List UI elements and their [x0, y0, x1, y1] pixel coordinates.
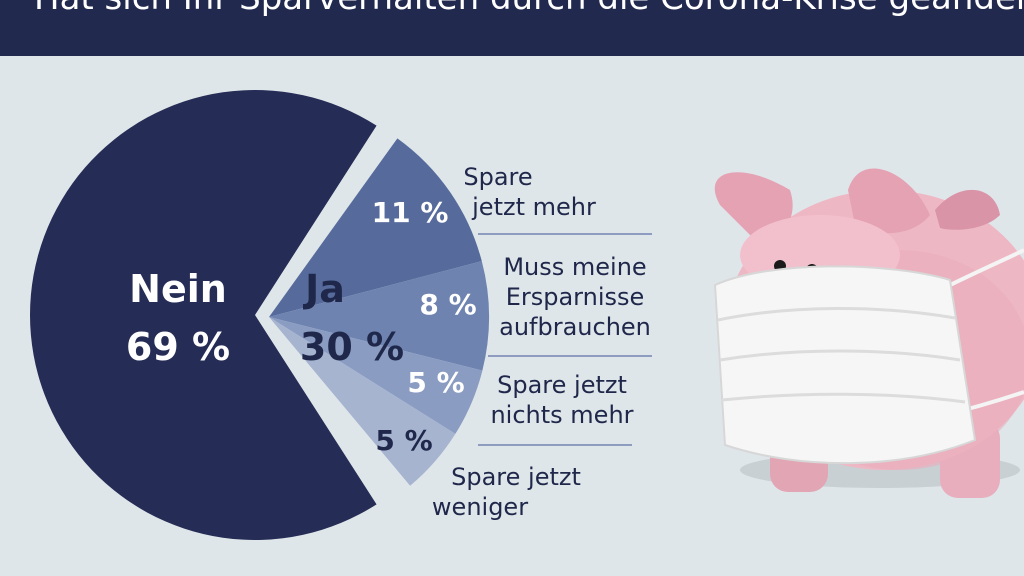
- mask-pleat-2: [719, 349, 961, 362]
- piggy-ear-right: [848, 168, 930, 234]
- label-ja-pct-2: 8 %: [419, 288, 476, 321]
- pie-slice-ja-1: [269, 138, 482, 317]
- mask-strap-top: [939, 248, 1024, 292]
- breakdown-label-1-line-2: jetzt mehr: [471, 193, 596, 221]
- label-ja-pct: 30 %: [300, 325, 404, 369]
- chart-title: Hat sich Ihr Sparverhalten durch die Cor…: [34, 0, 1024, 18]
- pie-slice-ja-3: [269, 317, 483, 434]
- breakdown-label-4-line-1: Spare jetzt: [451, 463, 581, 491]
- breakdown-label-4-line-2: weniger: [432, 493, 528, 521]
- title-bar: Hat sich Ihr Sparverhalten durch die Cor…: [0, 0, 1024, 56]
- label-nein-pct: 69 %: [126, 325, 230, 369]
- pie-slice-ja-4: [269, 317, 456, 486]
- pie-slices: [30, 90, 489, 540]
- piggy-bank-illustration: [713, 168, 1024, 498]
- breakdown-label-3-line-2: nichts mehr: [490, 401, 633, 429]
- breakdown-label-2-line-3: aufbrauchen: [499, 313, 651, 341]
- mask-pleat-3: [721, 392, 966, 404]
- piggy-ear-back: [935, 189, 1000, 230]
- breakdown-label-1-line-1: Spare: [463, 163, 532, 191]
- face-mask: [713, 265, 977, 465]
- pie-slice-nein: [30, 90, 377, 540]
- pie-slice-ja-2: [269, 261, 489, 371]
- label-ja-pct-4: 5 %: [375, 424, 432, 457]
- breakdown-label-2-line-1: Muss meine: [503, 253, 646, 281]
- label-ja-pct-3: 5 %: [407, 366, 464, 399]
- mask-pleat-1: [717, 307, 956, 322]
- breakdown-label-3-line-1: Spare jetzt: [497, 371, 627, 399]
- label-nein-name: Nein: [129, 267, 227, 311]
- breakdown-label-2-line-2: Ersparnisse: [506, 283, 645, 311]
- pie-labels: Nein 69 % Ja 30 % 11 % 8 % 5 % 5 %: [126, 196, 477, 457]
- label-ja-name: Ja: [302, 267, 345, 311]
- label-ja-pct-1: 11 %: [372, 196, 449, 229]
